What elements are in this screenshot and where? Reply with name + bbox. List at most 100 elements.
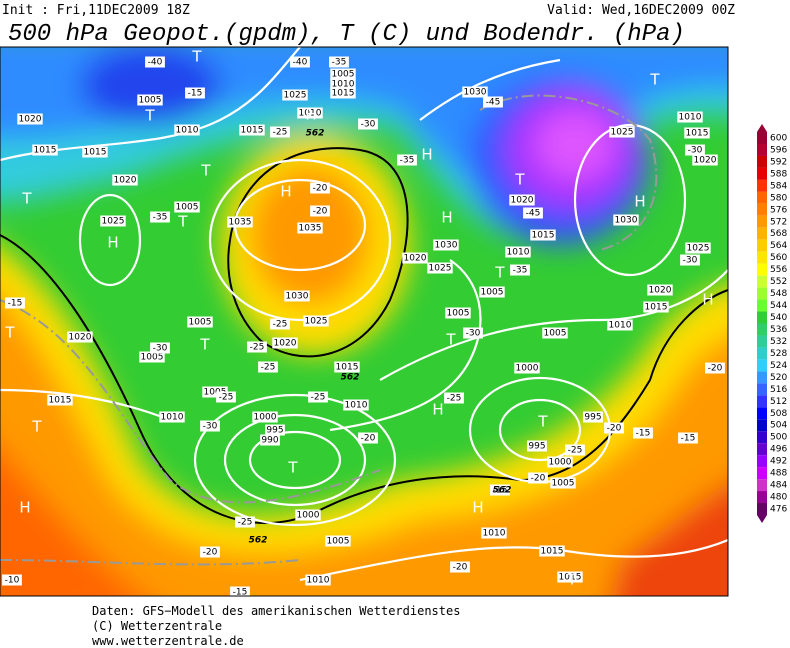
colorbar-cell — [757, 311, 767, 324]
label-box — [678, 432, 698, 444]
label-box — [297, 222, 323, 234]
map-label: 1010 — [345, 401, 368, 411]
map-label: 1020 — [649, 286, 672, 296]
label-box — [282, 89, 308, 101]
label-box — [310, 205, 330, 217]
map-label: 1035 — [229, 218, 252, 228]
map-label: 1005 — [327, 537, 350, 547]
colorbar-cell — [757, 215, 767, 228]
map-label: -35 — [153, 213, 168, 223]
label-box — [358, 118, 378, 130]
pressure-center: T — [566, 571, 577, 589]
label-box — [47, 394, 73, 406]
label-box — [530, 229, 556, 241]
map-label: -25 — [250, 343, 265, 353]
label-box — [295, 509, 321, 521]
footer-line: www.wetterzentrale.de — [92, 634, 244, 648]
colorbar-label: 508 — [770, 409, 787, 419]
label-box — [2, 574, 22, 586]
colorbar-label: 476 — [770, 505, 787, 515]
label-box — [450, 561, 470, 573]
colorbar-label: 592 — [770, 157, 787, 167]
map-label: 1010 — [483, 529, 506, 539]
map-label: 1010 — [679, 113, 702, 123]
label-box — [100, 215, 126, 227]
label-box — [305, 574, 331, 586]
contour-label: 562 — [493, 486, 512, 496]
colorbar-cell — [757, 275, 767, 288]
label-box — [308, 391, 328, 403]
label-box — [510, 264, 530, 276]
footer-line: Daten: GFS−Modell des amerikanischen Wet… — [92, 604, 460, 618]
colorbar-cell — [757, 467, 767, 480]
colorbar-label: 552 — [770, 277, 787, 287]
pressure-center: T — [494, 264, 505, 282]
colorbar-label: 480 — [770, 493, 787, 503]
map-label: 1005 — [544, 329, 567, 339]
label-box — [325, 535, 351, 547]
label-box — [145, 56, 165, 68]
colorbar-label: 580 — [770, 193, 787, 203]
map-label: -15 — [493, 486, 508, 496]
colorbar-label: 584 — [770, 181, 787, 191]
map-label: 1020 — [511, 196, 534, 206]
pressure-center: T — [287, 459, 298, 477]
map-label: 1030 — [435, 241, 458, 251]
label-box — [200, 420, 220, 432]
map-label: 1015 — [34, 146, 57, 156]
footer-line: (C) Wetterzentrale — [92, 619, 222, 633]
label-box — [187, 316, 213, 328]
label-box — [159, 411, 185, 423]
label-box — [550, 477, 576, 489]
colorbar-cell — [757, 239, 767, 252]
map-label: 1030 — [464, 88, 487, 98]
label-box — [514, 362, 540, 374]
map-label: -30 — [683, 256, 698, 266]
map-label: 1025 — [284, 91, 307, 101]
contour-label: 562 — [306, 129, 325, 139]
map-label: -20 — [607, 424, 622, 434]
map-label: -15 — [188, 89, 203, 99]
map-label: 1000 — [516, 364, 539, 374]
label-box — [402, 252, 428, 264]
map-title: 500 hPa Geopot.(gpdm), T (C) und Bodendr… — [8, 21, 685, 48]
label-box — [32, 144, 58, 156]
pressure-center: T — [4, 324, 15, 342]
map-label: 1020 — [69, 333, 92, 343]
map-label: 1005 — [552, 479, 575, 489]
colorbar-label: 560 — [770, 253, 787, 263]
label-box — [247, 341, 267, 353]
label-box — [490, 484, 510, 496]
colorbar-label: 568 — [770, 229, 787, 239]
map-label: 990 — [261, 436, 278, 446]
label-box — [444, 392, 464, 404]
label-box — [677, 111, 703, 123]
pressure-center: T — [537, 413, 548, 431]
map-label: -25 — [261, 363, 276, 373]
map-label: -30 — [361, 120, 376, 130]
colorbar-cell — [757, 455, 767, 468]
label-box — [427, 262, 453, 274]
label-box — [557, 571, 583, 583]
pressure-center: T — [177, 213, 188, 231]
map-label: 1005 — [176, 203, 199, 213]
colorbar-label: 540 — [770, 313, 787, 323]
pressure-center: H — [421, 146, 432, 164]
map-label: -30 — [688, 146, 703, 156]
colorbar-cell — [757, 359, 767, 372]
map-label: 1015 — [559, 573, 582, 583]
map-label: 1025 — [305, 317, 328, 327]
label-box — [462, 86, 488, 98]
label-box — [685, 242, 711, 254]
map-label: -15 — [636, 429, 651, 439]
label-box — [330, 68, 356, 80]
label-box — [265, 424, 285, 436]
pressure-center: T — [445, 331, 456, 349]
label-box — [216, 391, 236, 403]
label-box — [258, 361, 278, 373]
label-box — [604, 422, 624, 434]
map-label: -25 — [219, 393, 234, 403]
map-label: -25 — [568, 446, 583, 456]
label-box — [343, 399, 369, 411]
